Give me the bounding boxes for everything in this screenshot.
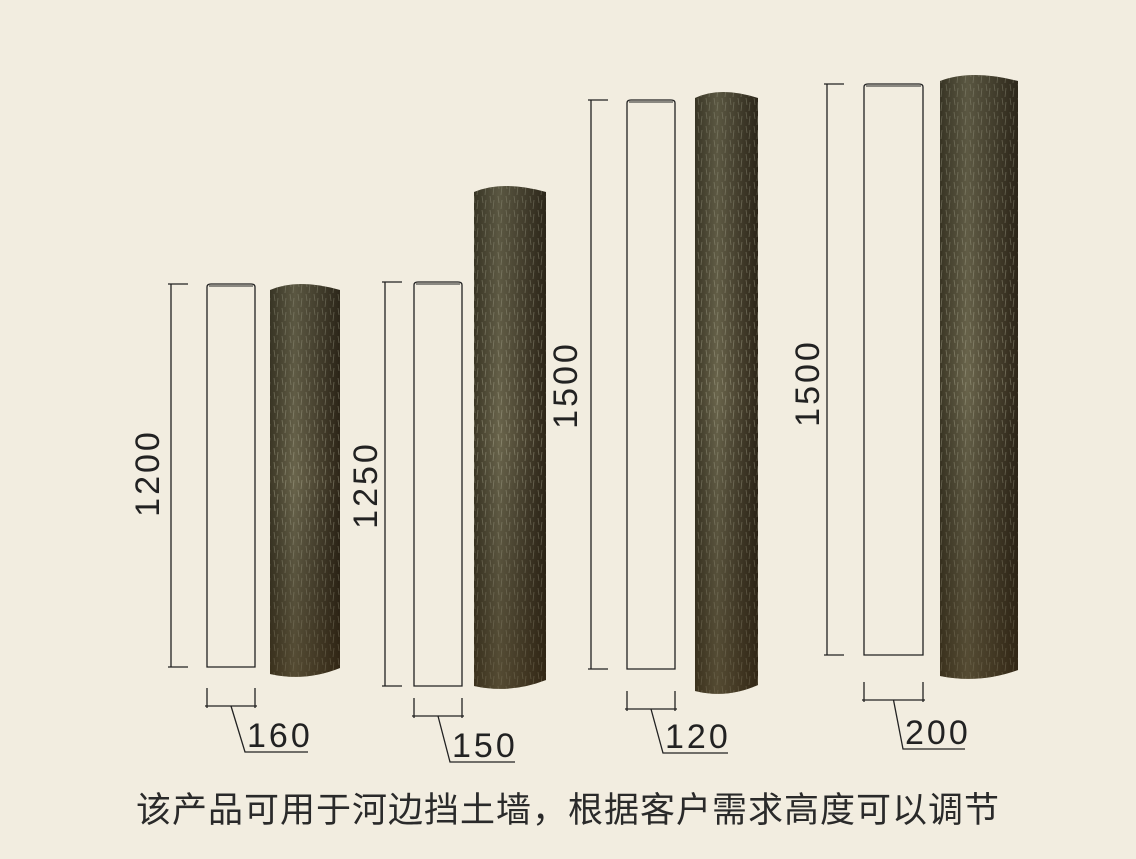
diameter-label: 200: [905, 714, 971, 752]
post-group-1: 1200 160: [129, 283, 340, 755]
post-group-4: 1500 200: [789, 75, 1018, 752]
post-group-2: 1250 150: [347, 186, 546, 765]
caption: 该产品可用于河边挡土墙，根据客户需求高度可以调节: [135, 791, 1000, 831]
post-outline: [626, 99, 676, 670]
log-shading: [940, 75, 1018, 679]
height-label: 1200: [129, 429, 167, 517]
diameter-label: 150: [452, 727, 518, 765]
height-label: 1500: [547, 341, 585, 429]
post-outline: [863, 83, 924, 656]
log-shading: [695, 92, 758, 694]
width-leader-line: [437, 715, 515, 763]
post-outline: [206, 283, 256, 668]
height-label: 1250: [347, 441, 385, 529]
post-outline: [413, 281, 463, 687]
width-leader-line: [650, 708, 728, 754]
diameter-label: 160: [247, 717, 313, 755]
width-leader-line: [230, 705, 308, 753]
log-shading: [270, 284, 340, 677]
height-label: 1500: [789, 339, 827, 427]
log-shading: [474, 186, 546, 689]
post-group-3: 1500 120: [547, 92, 758, 756]
width-leader-line: [892, 699, 965, 750]
diameter-label: 120: [665, 718, 731, 756]
